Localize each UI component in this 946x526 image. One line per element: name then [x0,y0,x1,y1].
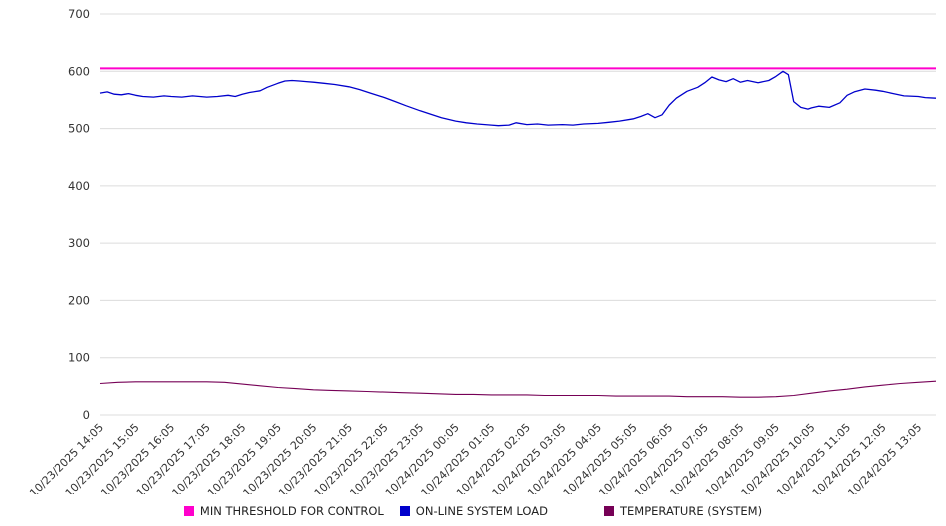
series-line-1 [99,70,937,127]
legend-item-min-threshold[interactable]: MIN THRESHOLD FOR CONTROL [183,504,384,518]
legend-item-temperature[interactable]: TEMPERATURE (SYSTEM) [604,504,762,518]
y-axis-tick-label: 500 [68,122,90,136]
legend-label-system-load: ON-LINE SYSTEM LOAD [415,504,548,518]
y-axis-tick-label: 600 [68,64,90,78]
y-axis-tick-label: 300 [68,236,90,250]
series-line-2 [99,380,937,398]
y-axis-tick-label: 400 [68,179,90,193]
chart-legend: MIN THRESHOLD FOR CONTROL ON-LINE SYSTEM… [0,504,946,518]
legend-label-min-threshold: MIN THRESHOLD FOR CONTROL [199,504,384,518]
y-axis-tick-label: 0 [83,408,90,422]
legend-swatch-temperature-icon [604,506,614,516]
legend-swatch-min-threshold-icon [183,506,194,516]
x-axis-tick-label: 10/23/2025 14:05 [27,421,106,494]
y-axis-tick-label: 700 [68,7,90,21]
legend-label-temperature: TEMPERATURE (SYSTEM) [620,504,763,518]
y-axis-tick-label: 200 [68,293,90,307]
y-axis-tick-label: 100 [68,351,90,365]
legend-item-system-load[interactable]: ON-LINE SYSTEM LOAD [399,504,548,518]
legend-swatch-system-load-icon [399,506,410,516]
